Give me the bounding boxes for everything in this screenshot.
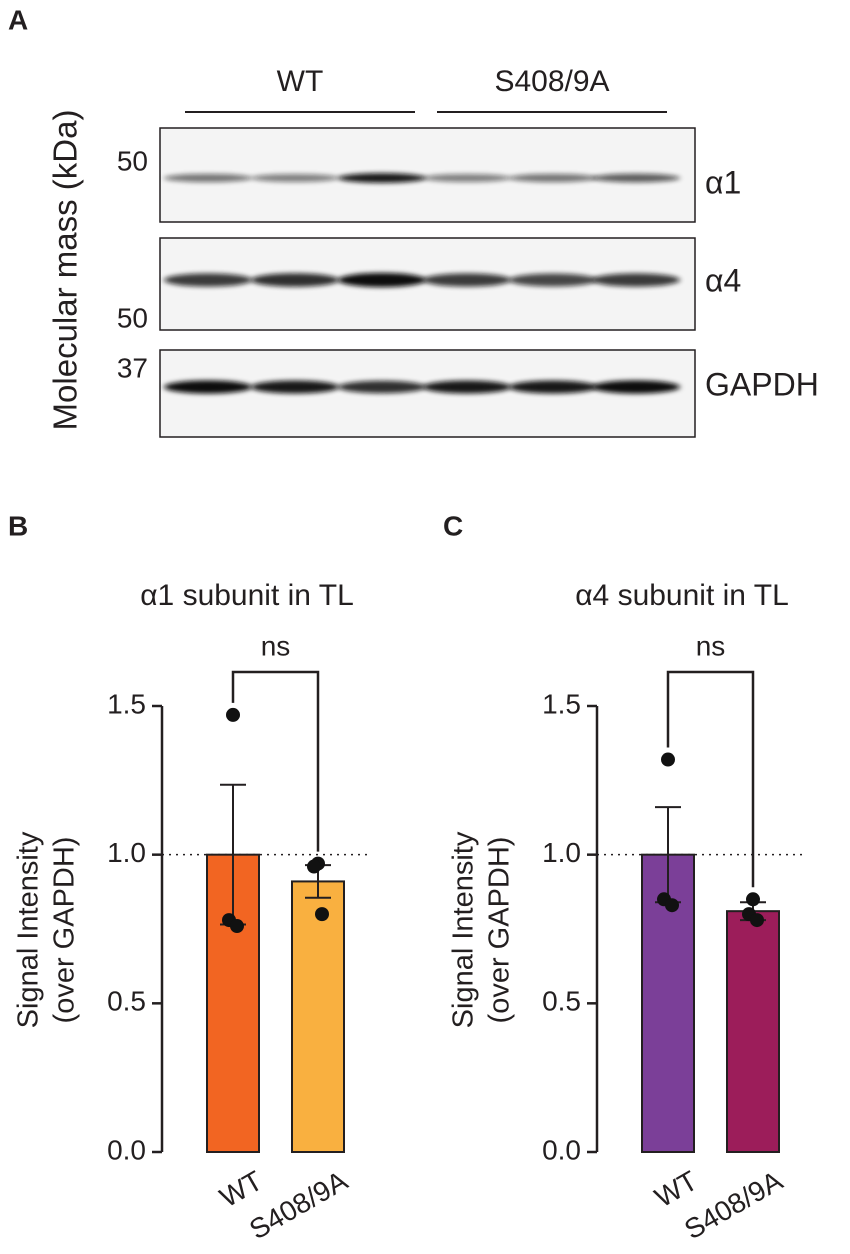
data-point: [230, 919, 244, 934]
blot-box: [159, 349, 696, 438]
band: [592, 273, 680, 287]
y-tick-label: 1.0: [107, 837, 146, 868]
band: [338, 173, 426, 183]
y-tick-label: 0.5: [107, 986, 146, 1017]
data-point: [307, 859, 321, 874]
size-marker: 50: [117, 302, 148, 333]
data-point: [665, 898, 679, 913]
x-tick-label: WT: [214, 1165, 267, 1214]
data-point: [750, 913, 764, 928]
group-label: WT: [277, 65, 324, 98]
band: [423, 173, 511, 183]
y-tick-label: 1.0: [542, 837, 581, 868]
y-tick-label: 1.5: [542, 688, 581, 719]
panel-label: A: [8, 4, 28, 35]
band: [251, 273, 339, 287]
bar: [726, 910, 780, 1153]
chart-title: α4 subunit in TL: [575, 579, 789, 612]
band: [423, 380, 511, 394]
data-point: [226, 707, 240, 722]
band: [338, 272, 426, 288]
y-tick-label: 0.0: [542, 1134, 581, 1165]
significance-label: ns: [696, 630, 726, 661]
panel-label: C: [443, 510, 463, 541]
band: [164, 173, 252, 183]
y-axis-label: (over GAPDH): [49, 837, 81, 1024]
band: [509, 273, 597, 287]
band: [592, 173, 680, 183]
group-label: S408/9A: [494, 65, 609, 98]
x-tick-label: WT: [649, 1165, 702, 1214]
western-blot: A Molecular mass (kDa) WT S408/9A 50 α1 50 α4 37…: [8, 4, 819, 438]
row-label: α4: [705, 262, 741, 298]
blot-ylabel: Molecular mass (kDa): [47, 110, 84, 431]
x-tick-label: S408/9A: [679, 1165, 788, 1246]
y-axis-label: (over GAPDH): [484, 837, 516, 1024]
band: [338, 380, 426, 394]
data-point: [746, 892, 760, 907]
bar: [291, 880, 345, 1154]
x-tick-label: S408/9A: [244, 1165, 353, 1246]
size-marker: 37: [117, 352, 148, 383]
row-label: GAPDH: [705, 366, 819, 402]
significance-label: ns: [261, 630, 291, 661]
band: [509, 380, 597, 394]
panel-label: B: [8, 510, 28, 541]
band: [251, 380, 339, 394]
data-point: [315, 907, 329, 922]
band: [164, 273, 252, 287]
data-point: [661, 752, 675, 767]
y-tick-label: 0.0: [107, 1134, 146, 1165]
chart-title: α1 subunit in TL: [140, 579, 354, 612]
band: [251, 173, 339, 183]
band: [423, 273, 511, 287]
y-axis-label: Signal Intensity: [448, 831, 480, 1028]
significance-bracket: [231, 670, 320, 852]
y-tick-label: 0.5: [542, 986, 581, 1017]
row-label: α1: [705, 164, 741, 200]
y-tick-label: 1.5: [107, 688, 146, 719]
size-marker: 50: [117, 145, 148, 176]
band: [164, 380, 252, 394]
y-axis-label: Signal Intensity: [13, 831, 45, 1028]
significance-bracket: [666, 670, 755, 888]
band: [509, 173, 597, 183]
band: [592, 380, 680, 394]
